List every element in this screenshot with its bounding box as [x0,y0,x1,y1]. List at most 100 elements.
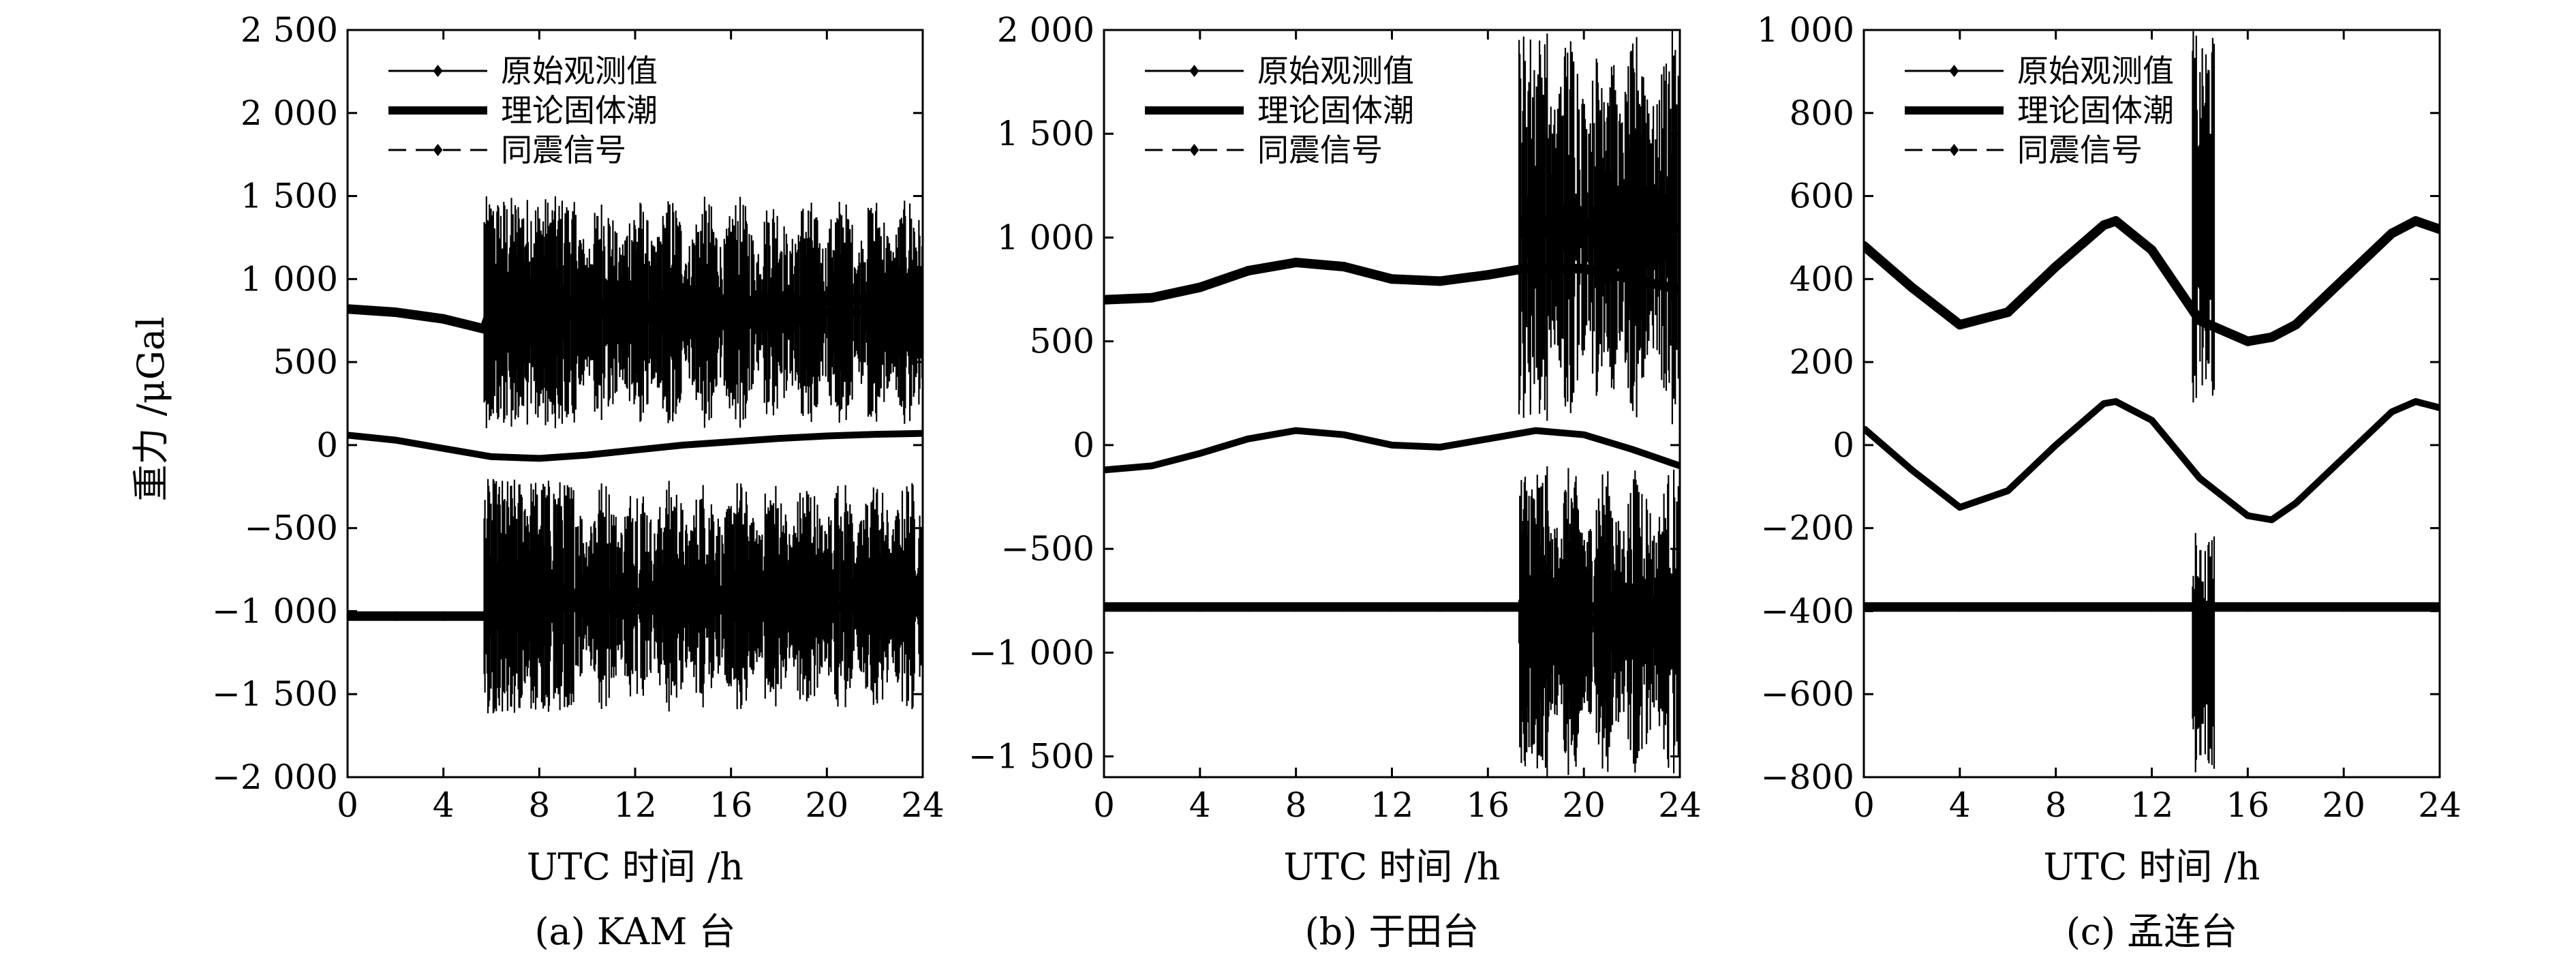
x-tick-label: 4 [1189,785,1211,825]
x-tick-label: 8 [528,785,550,825]
data-point [1954,320,1965,330]
data-point [1149,463,1155,469]
legend-entry: 同震信号 [388,132,626,168]
panel-caption: (b) 于田台 [1305,910,1479,953]
data-point [1243,266,1253,276]
legend-entry: 理论固体潮 [1145,92,1414,129]
data-point [1579,264,1589,274]
data-point [2194,316,2205,326]
data-point [1435,602,1445,612]
data-point [1864,241,1869,251]
y-tick-label: −1 500 [212,674,338,714]
chart-panel-b: 0 4 8 12 16 20 24 −1 500 −1 000 −500 0 500 1 000 1 50… [968,10,1702,953]
y-tick-label: −1 500 [968,737,1094,776]
series-line-1 [1864,216,2440,346]
data-point [1579,602,1589,612]
series-line-1 [348,294,923,334]
data-point [390,307,401,317]
data-point [2149,417,2155,423]
y-tick-label: 200 [1790,342,1854,382]
data-point [1627,602,1637,612]
series-line-3 [348,601,923,621]
data-point [1291,602,1301,612]
legend-entry: 理论固体潮 [388,92,658,129]
data-point [2290,320,2301,330]
data-point [1104,295,1109,305]
y-tick-label: −500 [245,509,338,548]
data-point [870,294,880,304]
legend-label: 理论固体潮 [501,92,658,129]
series-line-2 [1104,427,1680,474]
data-point [678,302,688,312]
data-point [1909,467,1915,473]
x-tick-label: 4 [1949,785,1971,825]
data-point [680,442,686,448]
legend-entry: 原始观测值 [1905,52,2174,89]
data-point [479,324,489,334]
data-point [1485,436,1491,442]
data-point [774,297,784,307]
data-point [1864,602,1869,612]
data-point [1197,451,1203,457]
data-point [1147,292,1157,303]
x-tick-label: 20 [2322,785,2365,825]
x-tick-label: 8 [2045,785,2067,825]
y-tick-label: 800 [1790,93,1854,133]
data-point [2053,442,2059,448]
data-point [630,301,640,311]
y-tick-label: 2 000 [997,10,1094,50]
legend-label: 理论固体潮 [2017,92,2174,129]
y-tick-label: 600 [1790,177,1854,216]
noise-burst-2 [1518,466,1680,777]
chart-panel-a: 0 4 8 12 16 20 24 −2 000 −1 500 −1 000 −500 0 500 1 0… [212,10,945,953]
data-point [438,314,448,324]
data-point [2339,274,2349,284]
data-point [489,453,494,459]
y-tick-label: −1 000 [968,633,1094,672]
series-line-3 [1864,602,2440,612]
x-axis-label: UTC 时间 /h [1283,845,1500,888]
data-point [1291,258,1301,267]
data-point [534,294,545,304]
y-tick-label: 500 [1030,322,1094,361]
data-point [1483,602,1493,612]
data-point [536,455,542,462]
noise-burst-1 [2192,31,2215,403]
data-point [1339,262,1349,272]
x-tick-label: 16 [1467,785,1510,825]
noise-burst-1 [483,196,923,429]
data-point [1435,276,1445,286]
data-point [2269,517,2275,523]
x-tick-label: 24 [2418,785,2462,825]
data-point [2005,487,2011,494]
data-point [918,294,923,304]
data-point [2412,399,2419,404]
data-point [348,304,352,314]
data-point [1245,436,1251,442]
data-point [1533,427,1539,434]
legend-label: 同震信号 [2017,132,2143,168]
data-point [822,602,832,612]
data-point [678,606,688,616]
y-tick-label: −800 [1761,757,1854,797]
legend-label: 理论固体潮 [1257,92,1414,129]
y-tick-label: 0 [316,425,338,465]
data-point [487,304,496,314]
data-point [584,452,590,458]
legend-entry: 同震信号 [1905,132,2143,168]
series-line-1 [1104,258,1680,305]
data-point [824,433,830,439]
x-tick-label: 12 [2130,785,2174,825]
data-point [2245,513,2251,519]
data-point [2051,262,2061,272]
y-tick-label: −200 [1761,509,1854,548]
noise-burst-2 [483,479,923,714]
data-point [534,601,545,612]
data-point [1519,264,1529,274]
legend-entry: 原始观测值 [1145,52,1414,89]
data-point [1389,442,1395,448]
data-point [1341,432,1347,438]
